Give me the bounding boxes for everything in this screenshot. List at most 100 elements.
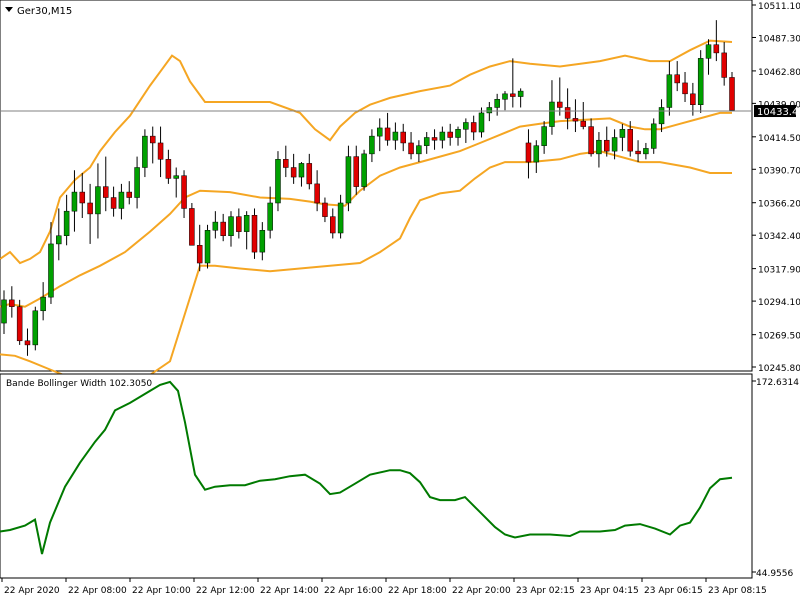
candle bbox=[157, 126, 164, 178]
candle-body-down bbox=[557, 101, 563, 108]
candle-body-up bbox=[142, 135, 148, 168]
candle bbox=[283, 145, 289, 178]
candle bbox=[635, 140, 641, 163]
candle bbox=[510, 58, 516, 108]
candle bbox=[721, 41, 727, 86]
candle-body-up bbox=[650, 123, 657, 149]
candle bbox=[549, 80, 555, 135]
current-price-tag-bg bbox=[754, 105, 796, 118]
indicator-panel bbox=[0, 373, 753, 579]
candle bbox=[251, 208, 258, 259]
candle-body-up bbox=[697, 58, 704, 105]
candle-body-up bbox=[619, 129, 626, 138]
current-price-tag: 10433.40 bbox=[754, 105, 800, 118]
candle bbox=[149, 126, 156, 164]
candle-body-up bbox=[56, 235, 62, 245]
candle-body-down bbox=[290, 167, 297, 178]
candle bbox=[290, 153, 297, 184]
candle-body-down bbox=[713, 44, 720, 54]
candle-body-down bbox=[306, 163, 313, 185]
candle-body-down bbox=[103, 186, 109, 198]
candle bbox=[87, 183, 93, 244]
candle bbox=[400, 123, 406, 152]
candle bbox=[330, 208, 336, 239]
time-tick-label: 23 Apr 04:15 bbox=[580, 586, 639, 596]
dropdown-triangle-icon[interactable] bbox=[5, 7, 13, 12]
candle-body-up bbox=[376, 127, 383, 137]
candle bbox=[596, 132, 602, 168]
candle bbox=[423, 132, 430, 154]
candle bbox=[517, 88, 524, 108]
candle bbox=[588, 118, 594, 157]
candle bbox=[243, 211, 250, 250]
candle-body-up bbox=[494, 99, 500, 108]
candle-body-down bbox=[157, 142, 164, 160]
candle bbox=[118, 183, 125, 220]
candle bbox=[306, 153, 313, 190]
candle bbox=[416, 140, 422, 163]
price-tick-label: 10487.30 bbox=[758, 34, 800, 44]
price-tick-label: 10366.20 bbox=[758, 200, 800, 210]
time-tick-label: 22 Apr 12:00 bbox=[196, 586, 255, 596]
candle-body-down bbox=[196, 245, 203, 264]
candle-body-down bbox=[189, 208, 195, 246]
candle bbox=[619, 123, 626, 152]
candle bbox=[729, 71, 735, 111]
candle bbox=[369, 129, 375, 163]
candle bbox=[494, 93, 500, 116]
candle-body-up bbox=[502, 93, 508, 100]
candle bbox=[557, 77, 563, 116]
bollinger-band-middle bbox=[0, 111, 732, 308]
candle-body-up bbox=[416, 145, 422, 155]
candle-body-down bbox=[251, 215, 258, 253]
candle bbox=[32, 306, 39, 351]
candle bbox=[1, 290, 7, 334]
candle bbox=[95, 163, 101, 239]
candle bbox=[196, 224, 203, 272]
candle-body-down bbox=[149, 135, 156, 144]
bollinger-width-series bbox=[0, 380, 733, 555]
candle-body-down bbox=[400, 131, 406, 144]
candle bbox=[24, 328, 31, 356]
bollinger-width-line bbox=[0, 380, 733, 555]
candle-body-down bbox=[580, 120, 587, 127]
time-tick-label: 23 Apr 06:15 bbox=[644, 586, 703, 596]
candle-body-down bbox=[572, 118, 579, 122]
candle bbox=[220, 213, 226, 242]
current-price-tag-text: 10433.40 bbox=[757, 107, 800, 118]
candle-body-down bbox=[682, 82, 688, 95]
candle bbox=[126, 181, 132, 205]
candle-body-down bbox=[674, 74, 680, 84]
candle bbox=[322, 197, 328, 223]
candle-body-down bbox=[165, 159, 172, 179]
price-tick-label: 10269.50 bbox=[758, 332, 800, 342]
candle-body-up bbox=[596, 139, 602, 155]
candle bbox=[643, 142, 649, 160]
bollinger-band-upper bbox=[0, 39, 733, 265]
candle-body-up bbox=[212, 221, 219, 231]
candle bbox=[690, 82, 696, 116]
symbol-selector[interactable]: Ger30,M15 bbox=[5, 6, 72, 17]
candle-body-up bbox=[267, 202, 273, 231]
candle bbox=[275, 151, 281, 212]
candle-body-down bbox=[384, 127, 391, 141]
time-tick-label: 22 Apr 16:00 bbox=[324, 586, 383, 596]
candle-body-up bbox=[455, 129, 461, 138]
candle bbox=[71, 170, 78, 232]
time-tick-label: 23 Apr 02:15 bbox=[516, 586, 575, 596]
candle-body-up bbox=[423, 137, 430, 146]
candle bbox=[705, 39, 712, 75]
candle bbox=[204, 224, 211, 269]
candle-body-down bbox=[604, 139, 610, 152]
candle bbox=[580, 102, 587, 130]
candle-body-up bbox=[486, 107, 493, 114]
indicator-axis: 172.6314 44.9556 bbox=[752, 378, 799, 579]
candle-body-up bbox=[32, 310, 39, 346]
candle bbox=[431, 129, 438, 150]
candle-body-up bbox=[463, 122, 469, 130]
candle-body-up bbox=[337, 202, 344, 234]
candle bbox=[463, 118, 469, 143]
candle-body-up bbox=[48, 243, 54, 298]
